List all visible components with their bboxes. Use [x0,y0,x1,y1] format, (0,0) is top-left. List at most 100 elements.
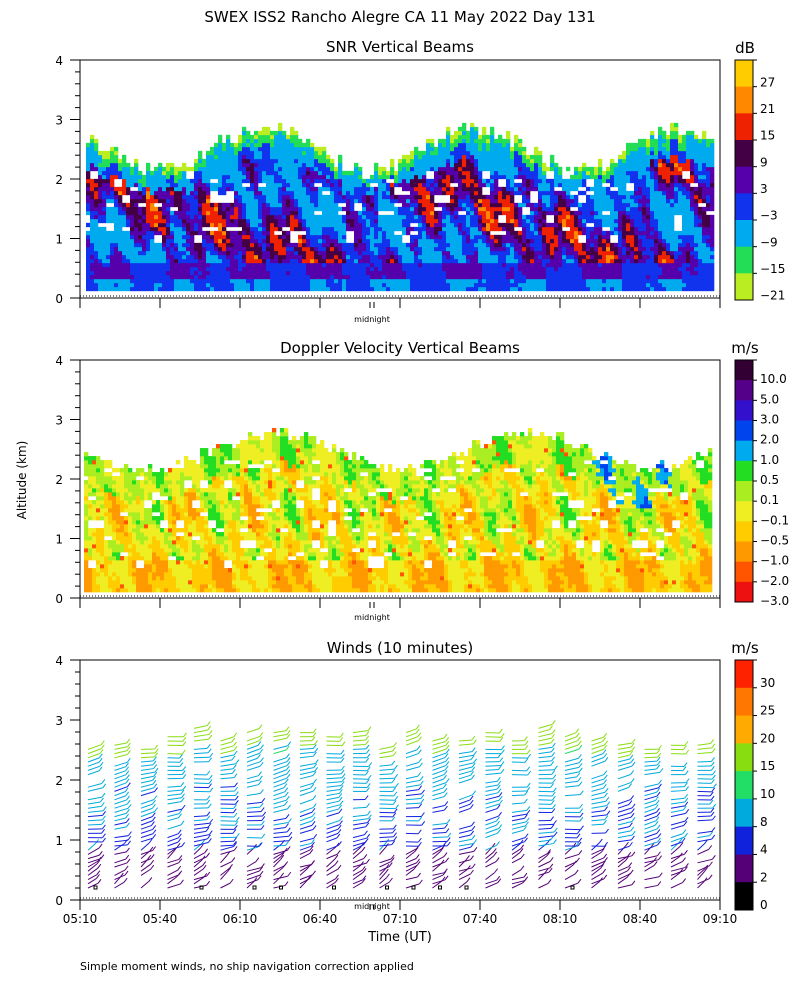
snr-cell [422,222,427,228]
snr-cell [150,258,155,264]
snr-cell [138,178,143,184]
snr-cell [362,202,367,208]
snr-cell [646,174,651,180]
snr-cell [618,274,623,280]
snr-cell [102,230,107,236]
snr-cell [310,202,315,208]
snr-cell [418,198,423,204]
snr-cell [346,250,351,256]
snr-cell [274,238,279,244]
snr-cell [150,218,155,224]
snr-cell [330,194,335,200]
snr-cell [494,222,499,228]
snr-cell [194,190,199,196]
snr-cell [598,250,603,256]
snr-cell [534,166,539,172]
snr-cell [418,238,423,244]
snr-cell [318,246,323,252]
snr-cell [426,182,431,188]
snr-cell [322,282,327,288]
snr-cell [330,198,335,204]
snr-cell [642,138,647,144]
snr-cell [434,266,439,272]
snr-cell [638,170,643,176]
snr-cell [310,222,315,228]
snr-cell [590,198,595,204]
snr-cell [526,226,531,232]
snr-cell [450,174,455,180]
snr-cell [590,270,595,276]
snr-cell [634,194,639,200]
snr-cell [218,182,223,188]
snr-cell [374,266,379,272]
snr-cell [258,138,263,144]
snr-cell [182,198,187,204]
snr-cell [646,278,651,284]
snr-cell [94,278,99,284]
snr-cell [342,286,347,292]
snr-cell [146,246,151,252]
snr-cell [458,254,463,260]
snr-cell [470,186,475,192]
snr-cell [622,206,627,212]
snr-cell [618,210,623,216]
snr-cell [522,230,527,236]
snr-cell [298,214,303,220]
snr-cell [162,242,167,248]
snr-cell [578,246,583,252]
snr-cell [650,182,655,188]
snr-cell [250,186,255,192]
snr-cell [198,274,203,280]
snr-cell [166,234,171,240]
snr-cell [410,214,415,220]
snr-cell [294,146,299,152]
snr-cell [414,286,419,292]
snr-cell [222,230,227,236]
snr-cell [306,162,311,168]
snr-cell [206,214,211,220]
snr-cell [582,242,587,248]
snr-cell [430,242,435,248]
snr-cell [210,158,215,164]
snr-cell [298,222,303,228]
snr-cell [98,182,103,188]
snr-cell [98,154,103,160]
snr-cell [610,206,615,212]
snr-cell [466,270,471,276]
snr-cell [430,198,435,204]
snr-cell [318,274,323,280]
snr-cell [146,198,151,204]
snr-cell [94,146,99,152]
snr-cell [330,242,335,248]
snr-cell [454,194,459,200]
snr-cell [526,270,531,276]
snr-cell [398,214,403,220]
snr-cell [350,226,355,232]
snr-cell [182,222,187,228]
snr-cell [130,218,135,224]
snr-cell [594,166,599,172]
snr-cell [302,262,307,268]
snr-cell [662,194,667,200]
snr-cell [498,258,503,264]
snr-cell [270,182,275,188]
snr-cell [662,234,667,240]
snr-cell [106,150,111,156]
snr-cell [318,158,323,164]
snr-cell [666,142,671,148]
snr-cell [254,170,259,176]
snr-cell [334,174,339,180]
snr-cell [110,194,115,200]
snr-cell [362,282,367,288]
snr-cell [442,270,447,276]
snr-cell [374,258,379,264]
snr-cell [354,186,359,192]
snr-cell [234,230,239,236]
snr-cell [126,210,131,216]
snr-cell [662,218,667,224]
snr-cell [386,278,391,284]
snr-cell [198,210,203,216]
snr-cell [426,258,431,264]
snr-cell [182,218,187,224]
snr-cell [586,246,591,252]
